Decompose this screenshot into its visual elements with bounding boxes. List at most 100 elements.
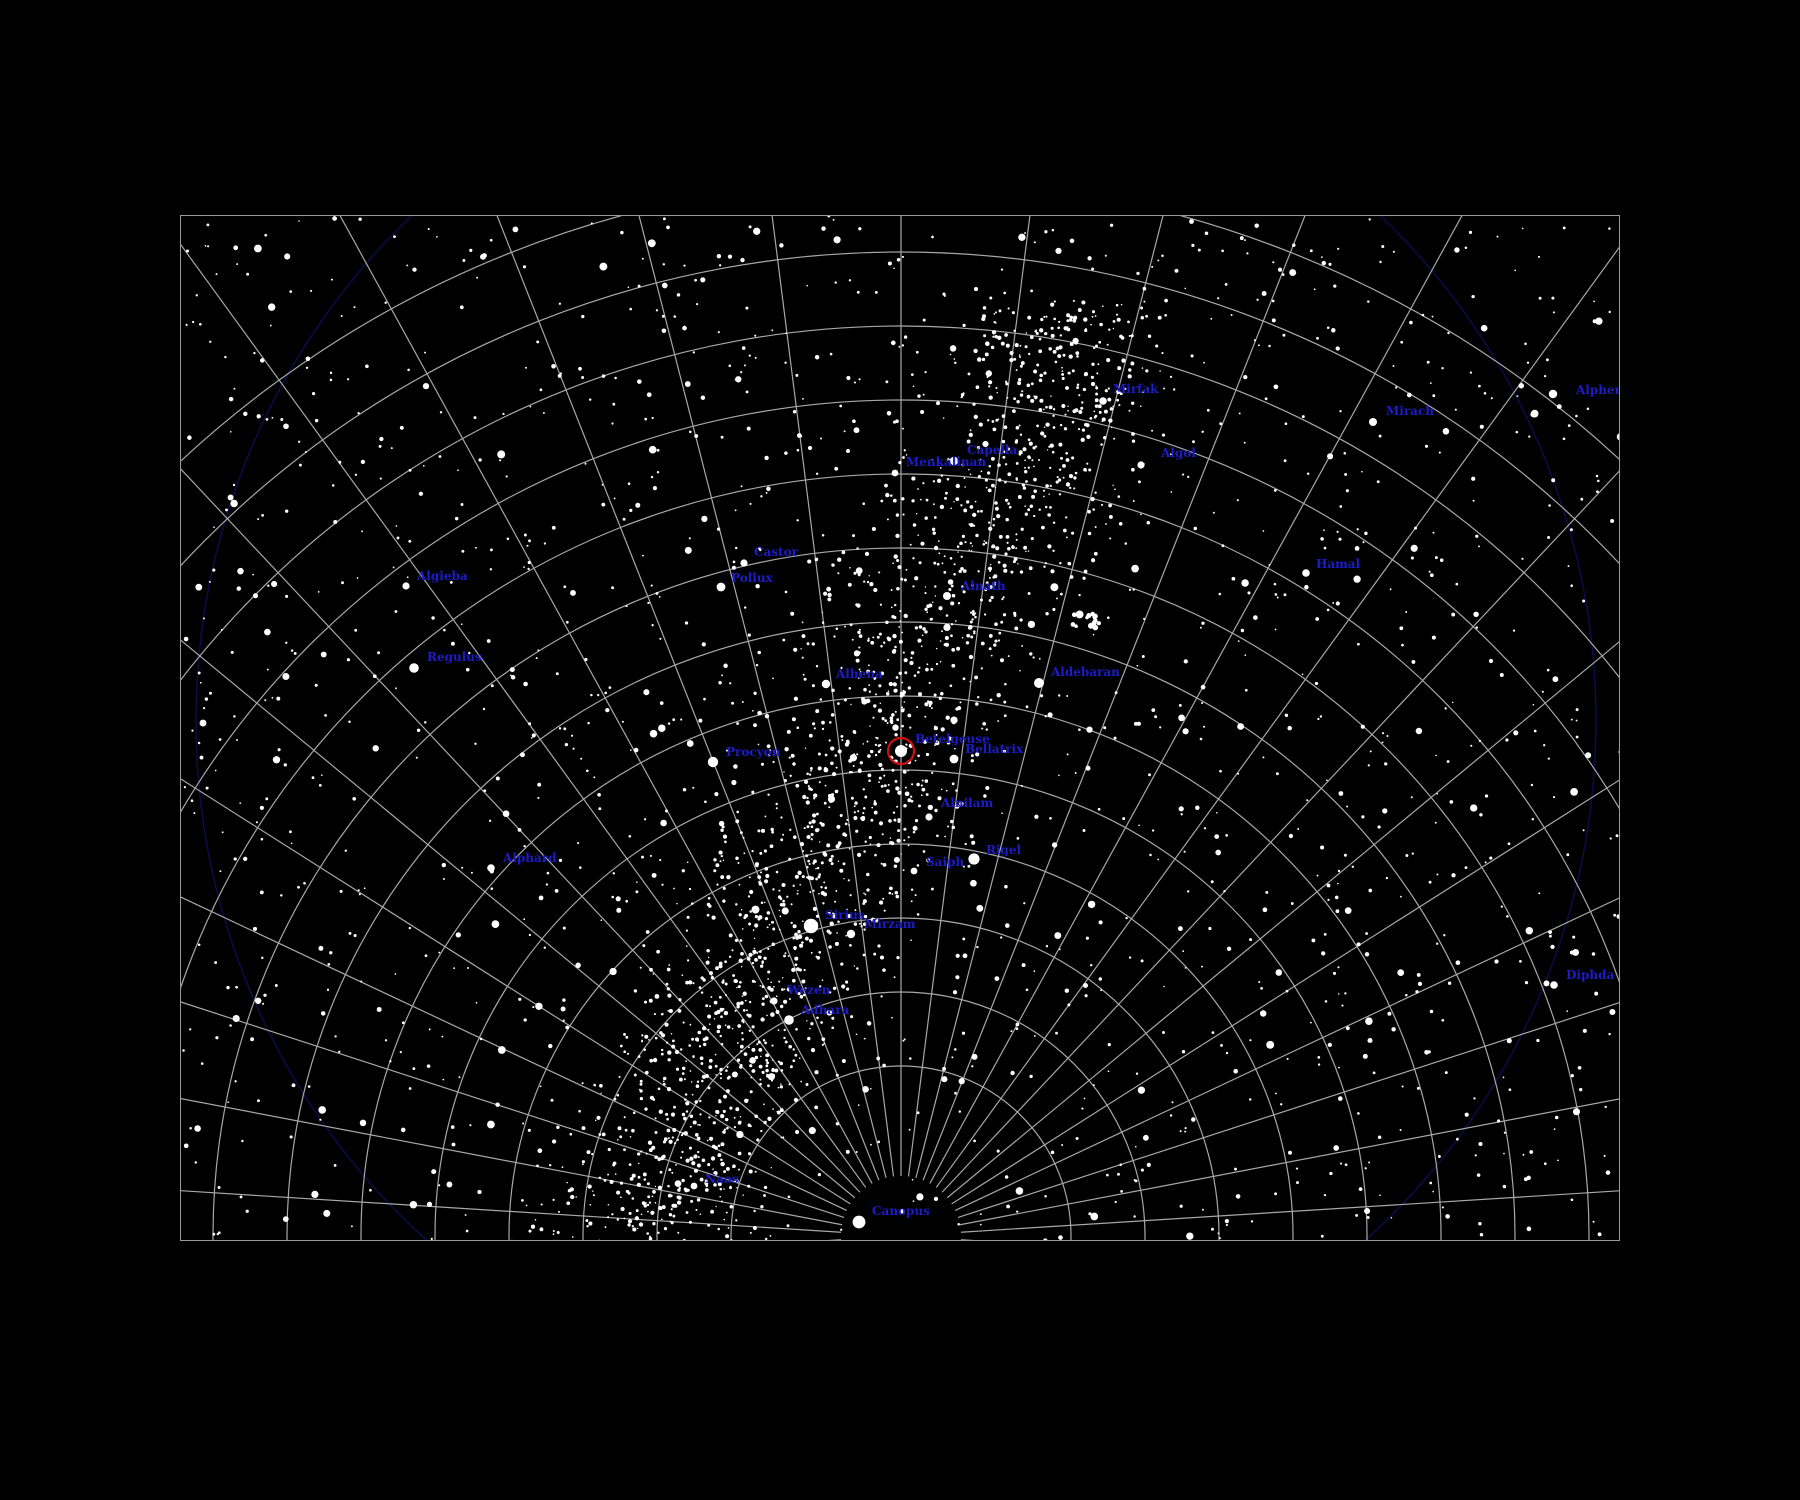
star bbox=[880, 955, 884, 960]
star bbox=[659, 1031, 663, 1035]
star-mirach[interactable] bbox=[1369, 418, 1377, 426]
star bbox=[1040, 317, 1044, 322]
star bbox=[490, 684, 494, 688]
star bbox=[1066, 753, 1069, 756]
star bbox=[639, 1079, 643, 1083]
star bbox=[716, 1029, 721, 1034]
star bbox=[894, 688, 898, 693]
star bbox=[252, 593, 259, 599]
star-bellatrix[interactable] bbox=[949, 754, 959, 764]
star bbox=[818, 950, 822, 954]
star-mirzam[interactable] bbox=[846, 929, 856, 939]
star-diphda[interactable] bbox=[1550, 981, 1558, 989]
star bbox=[1052, 408, 1056, 411]
star-hamal[interactable] bbox=[1302, 569, 1310, 577]
star bbox=[770, 981, 773, 984]
star-map-canvas[interactable]: AlpheratzMirachMirfakAlgolHamalMenkalina… bbox=[181, 216, 1620, 1241]
star bbox=[763, 901, 766, 904]
star-sirius[interactable] bbox=[803, 918, 819, 934]
star bbox=[889, 837, 892, 839]
star bbox=[874, 753, 878, 757]
star-alnath[interactable] bbox=[943, 592, 951, 600]
star-menkalinan[interactable] bbox=[891, 469, 899, 477]
star bbox=[561, 1166, 564, 1169]
star bbox=[969, 834, 974, 839]
star bbox=[893, 818, 897, 822]
star bbox=[781, 883, 786, 887]
star-betelgeuse[interactable] bbox=[895, 745, 907, 757]
star-procyon[interactable] bbox=[707, 756, 719, 768]
star bbox=[722, 859, 725, 862]
star bbox=[735, 1219, 738, 1222]
star bbox=[285, 594, 289, 598]
star-naos[interactable] bbox=[690, 1182, 698, 1190]
star-alphard[interactable] bbox=[487, 864, 495, 872]
star-algieba[interactable] bbox=[402, 582, 410, 590]
star-alhena[interactable] bbox=[821, 679, 831, 689]
star bbox=[751, 709, 754, 712]
star bbox=[928, 704, 932, 708]
star-wezen[interactable] bbox=[770, 997, 778, 1005]
star bbox=[726, 1066, 729, 1068]
star bbox=[1557, 1159, 1559, 1162]
star-alnilam[interactable] bbox=[925, 813, 933, 821]
star bbox=[269, 324, 272, 327]
star bbox=[815, 664, 819, 668]
star bbox=[509, 667, 515, 673]
star bbox=[891, 1016, 893, 1019]
star bbox=[775, 807, 778, 810]
star-pollux[interactable] bbox=[716, 582, 726, 592]
star bbox=[539, 388, 543, 392]
star bbox=[995, 546, 1000, 551]
star bbox=[640, 1213, 643, 1216]
star bbox=[1033, 970, 1036, 972]
star-map[interactable]: AlpheratzMirachMirfakAlgolHamalMenkalina… bbox=[180, 215, 1620, 1241]
star bbox=[916, 864, 920, 867]
grid-meridian bbox=[941, 470, 1619, 1193]
star bbox=[1585, 752, 1592, 759]
star bbox=[1570, 788, 1578, 796]
star-regulus[interactable] bbox=[409, 663, 419, 673]
star bbox=[989, 569, 992, 572]
star bbox=[1065, 482, 1071, 487]
star bbox=[1016, 400, 1020, 404]
star-canopus[interactable] bbox=[852, 1215, 866, 1229]
star bbox=[939, 467, 942, 469]
star-adhara[interactable] bbox=[784, 1015, 794, 1025]
star bbox=[734, 1009, 737, 1012]
star bbox=[454, 516, 459, 521]
star bbox=[967, 372, 971, 376]
star bbox=[720, 1158, 723, 1162]
star bbox=[539, 1227, 544, 1232]
star bbox=[1234, 1167, 1237, 1171]
star-algol[interactable] bbox=[1137, 461, 1145, 469]
star-rigel[interactable] bbox=[968, 853, 980, 865]
star bbox=[1053, 317, 1057, 321]
star bbox=[810, 788, 813, 791]
star bbox=[707, 896, 711, 900]
star bbox=[879, 748, 882, 751]
star bbox=[654, 1155, 658, 1159]
star bbox=[945, 789, 948, 792]
star-alpheratz[interactable] bbox=[1548, 389, 1558, 399]
star-mirfak[interactable] bbox=[1099, 397, 1107, 405]
star bbox=[1027, 438, 1031, 442]
star-castor[interactable] bbox=[740, 559, 748, 567]
star bbox=[230, 499, 238, 508]
star bbox=[662, 1076, 667, 1081]
star-saiph[interactable] bbox=[910, 867, 918, 875]
star bbox=[1090, 611, 1095, 617]
star bbox=[752, 966, 755, 968]
star bbox=[1045, 945, 1049, 948]
star bbox=[862, 812, 865, 815]
star bbox=[855, 567, 863, 575]
star bbox=[1272, 261, 1275, 264]
star bbox=[540, 1203, 543, 1206]
star bbox=[633, 747, 639, 753]
star bbox=[1039, 373, 1043, 378]
star-capella[interactable] bbox=[949, 456, 959, 466]
star bbox=[767, 753, 771, 757]
star bbox=[1110, 426, 1113, 429]
star-aldebaran[interactable] bbox=[1034, 678, 1044, 688]
star bbox=[689, 1023, 692, 1026]
